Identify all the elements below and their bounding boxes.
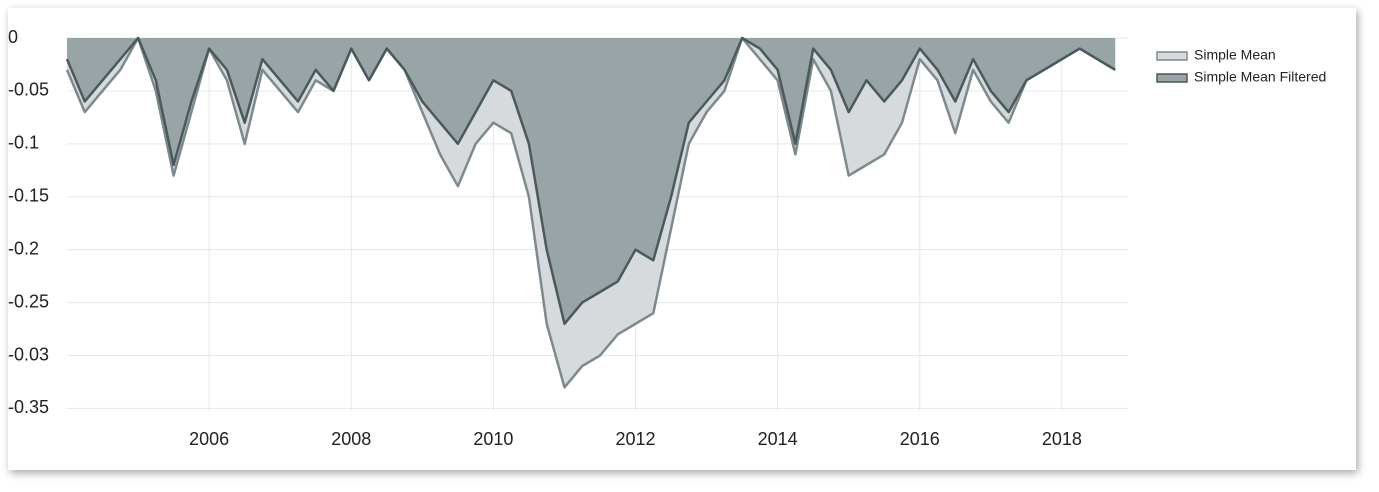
x-tick-label: 2018 — [1042, 429, 1082, 449]
x-tick-label: 2014 — [758, 429, 798, 449]
line — [65, 36, 1116, 389]
x-tick-label: 2016 — [900, 429, 940, 449]
legend-swatch — [1156, 73, 1188, 83]
y-tick-label: -0.15 — [8, 186, 49, 206]
legend-label: Simple Mean — [1194, 47, 1276, 63]
y-tick-label: -0.03 — [8, 344, 49, 364]
area — [67, 38, 1116, 324]
legend-swatch — [1156, 51, 1188, 61]
x-tick-label: 2010 — [473, 429, 513, 449]
y-tick-label: -0.05 — [8, 80, 49, 100]
x-tick-label: 2012 — [615, 429, 655, 449]
y-tick-label: -0.2 — [8, 238, 39, 258]
x-tick-label: 2006 — [189, 429, 229, 449]
y-tick-label: -0.35 — [8, 397, 49, 417]
y-tick-label: 0 — [8, 27, 18, 47]
x-tick-label: 2008 — [331, 429, 371, 449]
y-tick-label: -0.1 — [8, 133, 39, 153]
y-tick-label: -0.25 — [8, 291, 49, 311]
line — [65, 36, 1116, 326]
legend-label: Simple Mean Filtered — [1194, 69, 1326, 85]
